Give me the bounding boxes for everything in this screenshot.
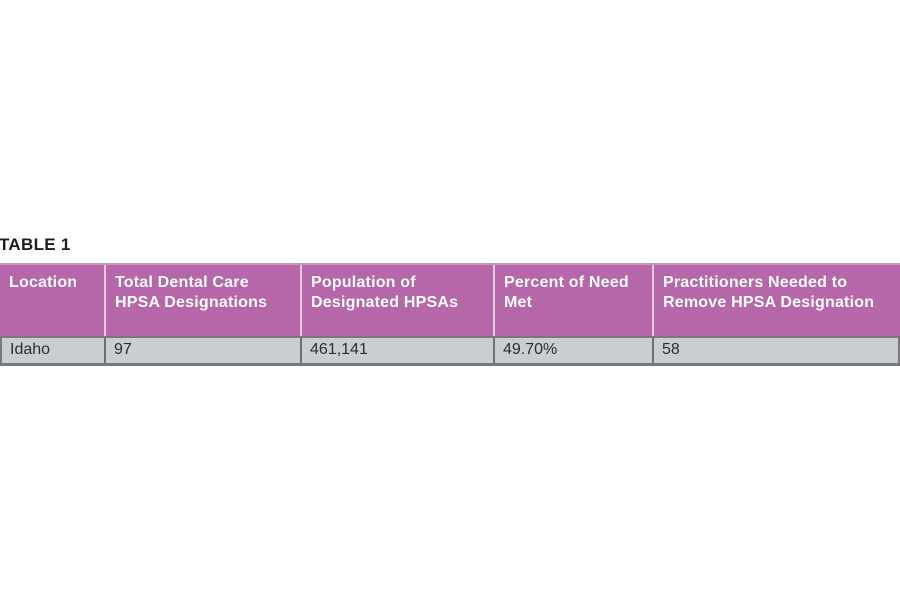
cell-location: Idaho xyxy=(10,341,51,358)
table-1-block: TABLE 1 Location Total Dental Care HPSA … xyxy=(0,236,900,366)
cell-population: 461,141 xyxy=(300,338,493,363)
cell-percent-need-met: 49.70% xyxy=(493,338,652,363)
column-header-location: Location xyxy=(9,274,78,291)
column-header-percent-need-met: Percent of Need Met xyxy=(493,265,652,336)
hpsa-table: Location Total Dental Care HPSA Designat… xyxy=(0,263,900,366)
cell-practitioners-needed: 58 xyxy=(652,338,898,363)
table-caption: TABLE 1 xyxy=(0,235,71,254)
column-header-population: Population of Designated HPSAs xyxy=(300,265,493,336)
column-header-total-designations: Total Dental Care HPSA Designations xyxy=(104,265,300,336)
column-header-practitioners-needed: Practitioners Needed to Remove HPSA Desi… xyxy=(652,265,900,336)
table-header-row: Location Total Dental Care HPSA Designat… xyxy=(0,263,900,336)
table-row-idaho: Idaho 97 461,141 49.70% 58 xyxy=(0,336,900,366)
cell-total-designations: 97 xyxy=(104,338,300,363)
